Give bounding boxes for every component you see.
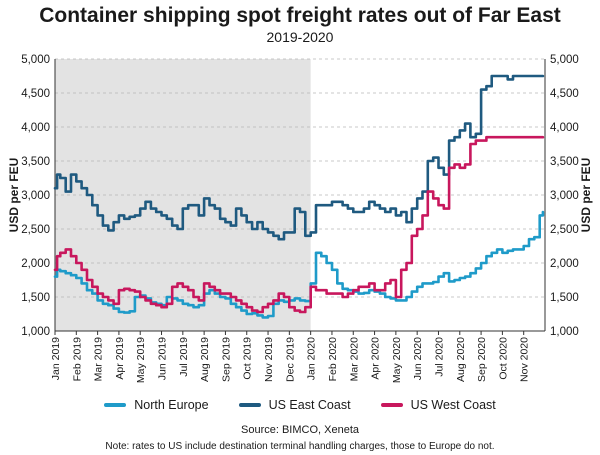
y-tick-label-left: 1,500 bbox=[21, 292, 50, 304]
y-tick-label-left: 2,000 bbox=[21, 258, 50, 270]
x-tick-label: Mar 2019 bbox=[93, 337, 105, 382]
series-line-us-west-coast bbox=[53, 135, 545, 314]
x-tick-label: Nov 2020 bbox=[519, 337, 531, 382]
y-tick-label-left: 1,000 bbox=[21, 326, 50, 338]
x-tick-label: Nov 2019 bbox=[263, 337, 275, 382]
legend-item-north-europe: North Europe bbox=[104, 398, 209, 412]
source-text: Source: BIMCO, Xeneta bbox=[241, 424, 359, 436]
x-tick-label: May 2019 bbox=[135, 337, 147, 383]
y-tick-label-left: 4,000 bbox=[21, 122, 50, 134]
legend-item-us-east-coast: US East Coast bbox=[238, 398, 351, 412]
x-tick-label: Oct 2020 bbox=[497, 337, 509, 380]
x-tick-label: Jul 2019 bbox=[178, 337, 190, 377]
y-tick-label-right: 1,500 bbox=[550, 292, 579, 304]
y-tick-label-left: 3,000 bbox=[21, 190, 50, 202]
y-tick-label-right: 1,000 bbox=[550, 326, 579, 338]
y-tick-label-left: 3,500 bbox=[21, 156, 50, 168]
chart-subtitle: 2019-2020 bbox=[266, 29, 334, 45]
legend-label-north-europe: North Europe bbox=[134, 398, 209, 412]
legend-label-us-east-coast: US East Coast bbox=[268, 398, 351, 412]
chart-title: Container shipping spot freight rates ou… bbox=[39, 4, 561, 27]
y-tick-label-left: 5,000 bbox=[21, 54, 50, 66]
note-text: Note: rates to US include destination te… bbox=[105, 441, 495, 452]
x-tick-label: Feb 2019 bbox=[71, 337, 83, 382]
legend-label-us-west-coast: US West Coast bbox=[410, 398, 496, 412]
x-tick-label: Dec 2019 bbox=[284, 337, 296, 382]
legend-swatch-north-europe bbox=[104, 403, 127, 407]
legend: North Europe US East Coast US West Coast bbox=[0, 398, 600, 412]
legend-swatch-us-east-coast bbox=[238, 403, 261, 407]
legend-swatch-us-west-coast bbox=[380, 403, 403, 407]
y-tick-label-right: 4,500 bbox=[550, 88, 579, 100]
x-tick-label: Jul 2020 bbox=[433, 337, 445, 377]
x-tick-label: Oct 2019 bbox=[242, 337, 254, 380]
legend-item-us-west-coast: US West Coast bbox=[380, 398, 496, 412]
y-axis-title-left: USD per FEU bbox=[7, 158, 21, 233]
x-tick-label: Aug 2020 bbox=[455, 337, 467, 382]
y-tick-label-right: 3,500 bbox=[550, 156, 579, 168]
x-tick-label: Mar 2020 bbox=[348, 337, 360, 382]
y-tick-label-left: 2,500 bbox=[21, 224, 50, 236]
x-tick-label: Apr 2019 bbox=[114, 337, 126, 380]
series-line-north-europe bbox=[53, 210, 545, 319]
x-tick-label: Jan 2020 bbox=[306, 337, 318, 380]
y-tick-label-right: 2,500 bbox=[550, 224, 579, 236]
x-tick-label: Feb 2020 bbox=[327, 337, 339, 382]
x-tick-label: Sep 2019 bbox=[220, 337, 232, 382]
x-tick-label: Aug 2019 bbox=[199, 337, 211, 382]
x-tick-label: Apr 2020 bbox=[370, 337, 382, 380]
x-tick-label: May 2020 bbox=[391, 337, 403, 383]
y-tick-label-right: 2,000 bbox=[550, 258, 579, 270]
y-tick-label-left: 4,500 bbox=[21, 88, 50, 100]
x-tick-label: Jun 2019 bbox=[157, 337, 169, 380]
x-tick-label: Jun 2020 bbox=[412, 337, 424, 380]
series-line-us-east-coast bbox=[53, 74, 545, 241]
y-axis-title-right: USD per FEU bbox=[579, 158, 593, 233]
y-tick-label-right: 3,000 bbox=[550, 190, 579, 202]
y-tick-label-right: 5,000 bbox=[550, 54, 579, 66]
y-tick-label-right: 4,000 bbox=[550, 122, 579, 134]
x-tick-label: Jan 2019 bbox=[50, 337, 62, 380]
x-tick-label: Sep 2020 bbox=[476, 337, 488, 382]
